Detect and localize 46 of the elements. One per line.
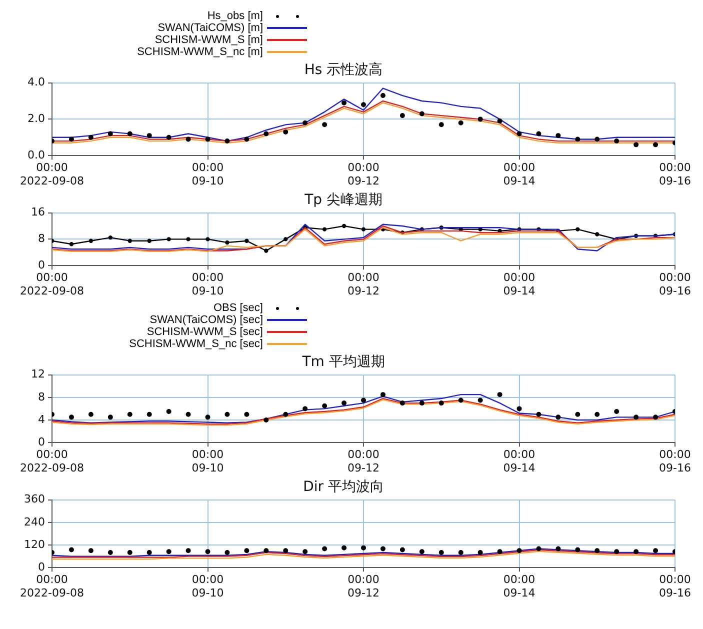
x-tick-label: 00:00 09-14 [503,448,536,474]
chart-title: Tm 平均週期 [301,354,385,370]
y-tick-label: 0.0 [28,148,45,162]
chart-title: Hs 示性波高 [304,62,383,78]
chart-title: Tp 尖峰週期 [304,192,382,208]
y-tick-label: 16 [31,206,45,219]
legend-label: SWAN(TaiCOMS) [m] [156,22,263,34]
y-tick-label: 8 [38,390,45,404]
y-tick-label: 0 [38,258,45,272]
y-tick-label: 360 [24,492,45,506]
x-tick-label: 00:00 09-12 [348,271,380,298]
legend-label: SCHISM-WWM_S [m] [154,34,263,46]
x-tick-label: 00:00 09-14 [503,271,536,298]
x-tick-label: 00:00 2022-09-08 [20,161,84,188]
y-tick-label: 12 [31,368,45,381]
y-tick-label: 8 [38,232,45,246]
y-tick-label: 120 [24,538,45,551]
x-tick-label: 00:00 2022-09-08 [20,448,84,474]
x-tick-label: 00:00 09-16 [659,161,691,188]
y-tick-label: 2.0 [28,112,45,126]
x-tick-label: 00:00 09-10 [192,271,224,298]
y-tick-label: 240 [24,515,45,528]
legend-label: SCHISM-WWM_S_nc [sec] [128,338,263,350]
y-tick-label: 0 [38,435,45,448]
y-tick-label: 4 [38,412,45,426]
x-tick-label: 00:00 09-16 [659,271,691,298]
x-tick-label: 00:00 09-10 [192,448,224,474]
x-tick-label: 00:00 09-12 [348,161,380,188]
y-tick-label: 0 [38,560,45,574]
x-tick-label: 00:00 09-12 [348,448,380,474]
x-tick-label: 00:00 09-16 [659,573,691,600]
x-tick-label: 00:00 09-14 [503,573,536,600]
legend-label: SCHISM-WWM_S_nc [m] [136,46,263,58]
x-tick-label: 00:00 09-16 [659,448,691,474]
legend-label: SWAN(TaiCOMS) [sec] [148,314,263,326]
legend-label: Hs_obs [m] [206,10,263,22]
x-tick-label: 00:00 2022-09-08 [20,271,84,298]
x-tick-label: 00:00 09-12 [348,573,380,600]
x-tick-label: 00:00 2022-09-08 [20,573,84,600]
x-tick-label: 00:00 09-10 [192,161,224,188]
legend-label: OBS [sec] [212,302,263,314]
legend-label: SCHISM-WWM_S [sec] [146,326,263,338]
x-tick-label: 00:00 09-10 [192,573,224,600]
x-tick-label: 00:00 09-14 [503,161,536,188]
chart-title: Dir 平均波向 [303,479,384,496]
y-tick-label: 4.0 [28,76,45,89]
